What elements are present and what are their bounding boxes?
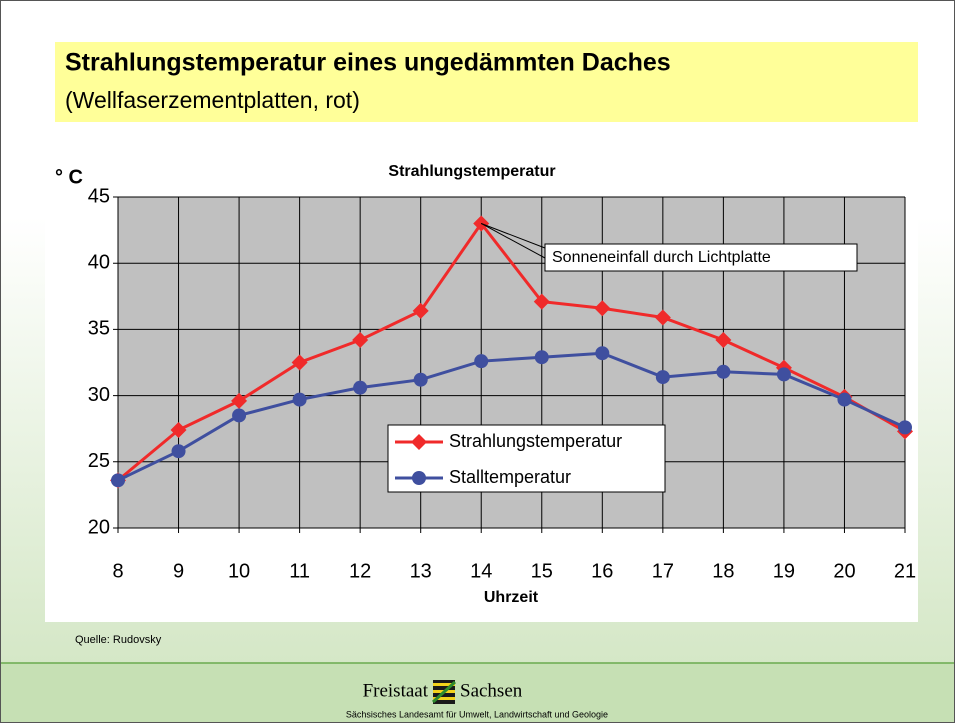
x-tick-label: 9: [173, 560, 184, 582]
x-tick-label: 17: [652, 560, 674, 582]
legend-label: Stalltemperatur: [449, 467, 571, 487]
x-tick-label: 13: [410, 560, 432, 582]
x-tick-label: 12: [349, 560, 371, 582]
data-point: [595, 346, 610, 361]
x-tick-label: 11: [289, 560, 310, 582]
y-tick-label: 35: [88, 318, 110, 340]
data-point: [655, 370, 670, 385]
legend-label: Strahlungstemperatur: [449, 431, 622, 451]
data-point: [594, 300, 611, 317]
y-tick-label: 25: [88, 450, 110, 472]
y-tick-label: 30: [88, 384, 110, 406]
legend-marker: [411, 434, 427, 450]
source: Quelle: Rudovsky: [75, 634, 162, 646]
data-point: [715, 331, 732, 348]
x-tick-label: 21: [894, 560, 916, 582]
annotation-line: [480, 223, 546, 259]
data-point: [352, 331, 369, 348]
footer-right: Sachsen: [460, 680, 523, 701]
legend-marker: [412, 471, 426, 485]
x-tick-label: 15: [531, 560, 553, 582]
annotation: Sonneneinfall durch Lichtplatte: [552, 249, 771, 266]
x-axis-label: Uhrzeit: [484, 589, 539, 606]
data-point: [231, 392, 248, 409]
data-point: [291, 354, 308, 371]
data-point: [353, 380, 368, 395]
annotation-box: [544, 243, 858, 272]
data-point: [716, 364, 731, 379]
y-tick-label: 45: [88, 185, 110, 207]
data-point: [412, 302, 429, 319]
x-tick-label: 20: [833, 560, 855, 582]
data-point: [170, 422, 187, 439]
chart-title: Strahlungstemperatur: [388, 163, 555, 180]
legend-box: [387, 424, 666, 493]
footer-left: Freistaat: [363, 680, 429, 701]
data-point: [534, 350, 549, 365]
data-point: [776, 367, 791, 382]
x-tick-label: 10: [228, 560, 250, 582]
data-point: [474, 354, 489, 369]
data-point: [232, 408, 247, 423]
slide-subtitle: (Wellfaserzementplatten, rot): [65, 87, 360, 113]
x-tick-label: 18: [712, 560, 734, 582]
x-tick-label: 8: [112, 560, 123, 582]
y-tick-label: 40: [88, 251, 110, 273]
y-tick-label: 20: [88, 516, 110, 538]
footer-sub: Sächsisches Landesamt für Umwelt, Landwi…: [346, 709, 608, 719]
title-box: [55, 42, 918, 122]
data-point: [171, 444, 186, 459]
series-line: [117, 351, 906, 482]
x-tick-label: 14: [470, 560, 492, 582]
annotation-line: [481, 223, 546, 249]
x-tick-label: 16: [591, 560, 613, 582]
series-line: [117, 220, 906, 482]
footer-band: [1, 663, 954, 722]
data-point: [837, 392, 852, 407]
data-point: [898, 420, 912, 435]
x-tick-label: 19: [773, 560, 795, 582]
data-point: [413, 372, 428, 387]
data-point: [654, 309, 671, 326]
data-point: [111, 473, 125, 488]
data-point: [533, 293, 550, 310]
data-point: [292, 392, 307, 407]
slide-title: Strahlungstemperatur eines ungedämmten D…: [65, 49, 671, 77]
coat-of-arms: [431, 680, 457, 704]
y-axis-label: ° C: [55, 166, 83, 188]
